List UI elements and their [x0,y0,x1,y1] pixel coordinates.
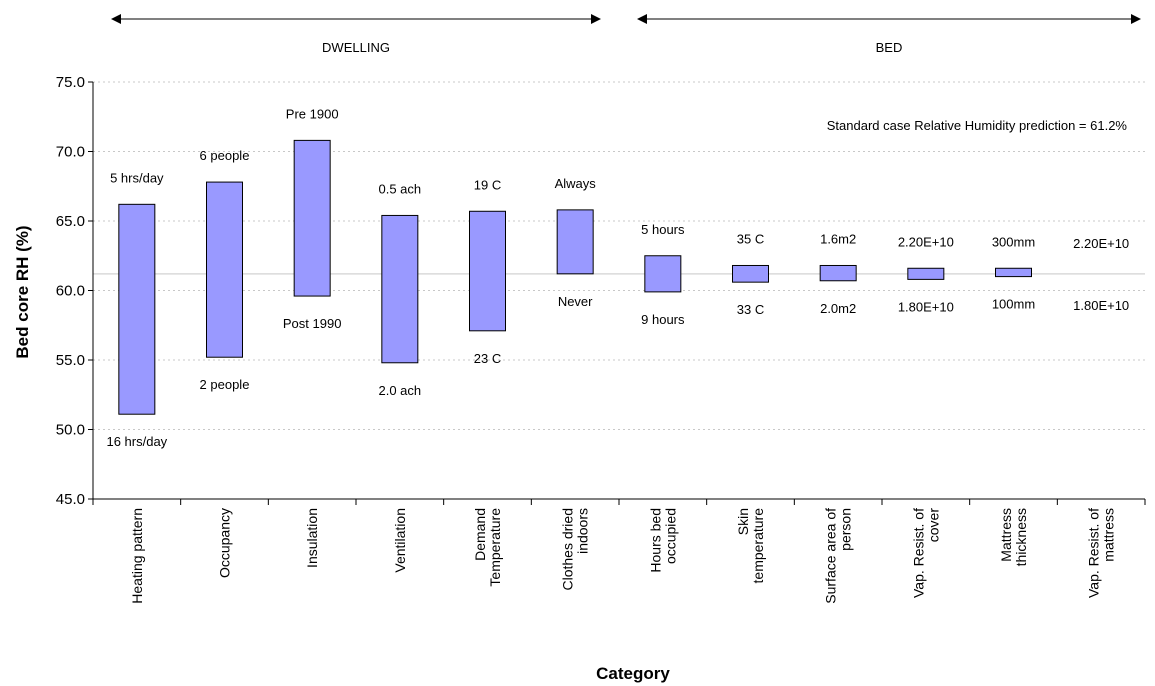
category-label-4: Demand Temperature [472,508,503,587]
category-label-8: Surface area of person [823,508,854,604]
standard-case-note: Standard case Relative Humidity predicti… [827,118,1128,133]
category-label-line: Hours bed [647,508,663,573]
range-bar-8 [819,264,857,282]
high-label-11: 2.20E+10 [1073,236,1129,251]
category-label-line: indoors [575,508,591,554]
gridlines [93,81,1145,430]
high-label-0: 5 hrs/day [110,170,164,185]
group-headers: DWELLING BED [111,14,1141,55]
low-label-7: 33 C [737,302,764,317]
category-label-10: Mattress thickness [998,508,1029,566]
high-label-6: 5 hours [641,222,685,237]
y-tick-label: 55.0 [56,352,85,369]
group-label-dwelling: DWELLING [322,40,390,55]
category-label-0: Heating pattern [129,508,145,604]
y-tick-label: 50.0 [56,422,85,439]
low-label-9: 1.80E+10 [898,299,954,314]
high-label-8: 1.6m2 [820,231,856,246]
category-label-9: Vap. Resist. of cover [910,508,941,598]
low-label-0: 16 hrs/day [106,434,167,449]
category-label-line: thickness [1013,508,1029,566]
category-label-line: Ventilation [392,508,408,573]
range-bars [118,139,1032,415]
group-arrow-right [591,14,601,24]
group-arrow-right [1131,14,1141,24]
x-axis-title: Category [596,664,670,683]
category-label-7: Skin temperature [735,508,766,584]
range-bar-9 [907,267,945,280]
range-bar-7 [732,264,769,283]
low-label-4: 23 C [474,351,501,366]
category-label-line: Occupancy [217,508,233,578]
low-label-11: 1.80E+10 [1073,298,1129,313]
high-label-4: 19 C [474,177,501,192]
category-label-line: Vap. Resist. of [1086,508,1102,598]
category-label-line: mattress [1101,508,1117,562]
low-label-2: Post 1990 [283,316,342,331]
category-label-6: Hours bed occupied [647,508,678,573]
range-bar-3 [381,214,419,364]
category-label-line: Heating pattern [129,508,145,604]
high-label-2: Pre 1900 [286,106,339,121]
category-label-line: Surface area of [823,508,839,604]
group-arrow-left [637,14,647,24]
low-label-6: 9 hours [641,312,685,327]
y-tick-label: 45.0 [56,491,85,508]
bar-labels: 5 hrs/day 16 hrs/day 6 people 2 people Pre 1… [106,106,1129,449]
category-label-line: occupied [662,508,678,564]
range-bar-1 [206,181,243,358]
high-label-3: 0.5 ach [379,181,422,196]
range-bar-2 [293,139,331,297]
y-tick-label: 65.0 [56,213,85,230]
category-label-line: cover [925,508,941,543]
high-label-5: Always [555,176,597,191]
range-bar-4 [469,210,506,332]
range-bar-6 [644,255,682,293]
high-label-7: 35 C [737,231,764,246]
category-label-line: Clothes dried [560,508,576,591]
category-label-line: temperature [750,508,766,584]
low-label-3: 2.0 ach [379,383,422,398]
category-label-line: Skin [735,508,751,535]
high-label-10: 300mm [992,234,1035,249]
range-bar-0 [118,203,156,415]
high-label-1: 6 people [200,148,250,163]
axes: 45.0 50.0 55.0 60.0 65.0 70.0 75.0 [56,74,1146,508]
category-label-1: Occupancy [217,508,233,578]
low-label-1: 2 people [200,377,250,392]
category-label-2: Insulation [304,508,320,568]
category-label-line: Insulation [304,508,320,568]
category-label-line: person [838,508,854,551]
category-label-3: Ventilation [392,508,408,573]
low-label-10: 100mm [992,297,1035,312]
low-label-8: 2.0m2 [820,301,856,316]
group-label-bed: BED [876,40,903,55]
category-label-line: Demand [472,508,488,561]
y-tick-label: 60.0 [56,283,85,300]
category-label-line: Vap. Resist. of [910,508,926,598]
category-label-line: Mattress [998,508,1014,562]
y-axis-title: Bed core RH (%) [13,225,32,358]
y-tick-label: 70.0 [56,144,85,161]
range-bar-5 [556,209,594,275]
high-label-9: 2.20E+10 [898,234,954,249]
group-arrow-left [111,14,121,24]
category-label-11: Vap. Resist. of mattress [1086,508,1117,598]
range-bar-10 [995,267,1032,278]
low-label-5: Never [558,294,593,309]
category-label-5: Clothes dried indoors [560,508,591,591]
category-labels: Heating pattern Occupancy Insulation Ventil… [129,508,1117,604]
category-label-line: Temperature [487,508,503,587]
y-tick-label: 75.0 [56,74,85,91]
